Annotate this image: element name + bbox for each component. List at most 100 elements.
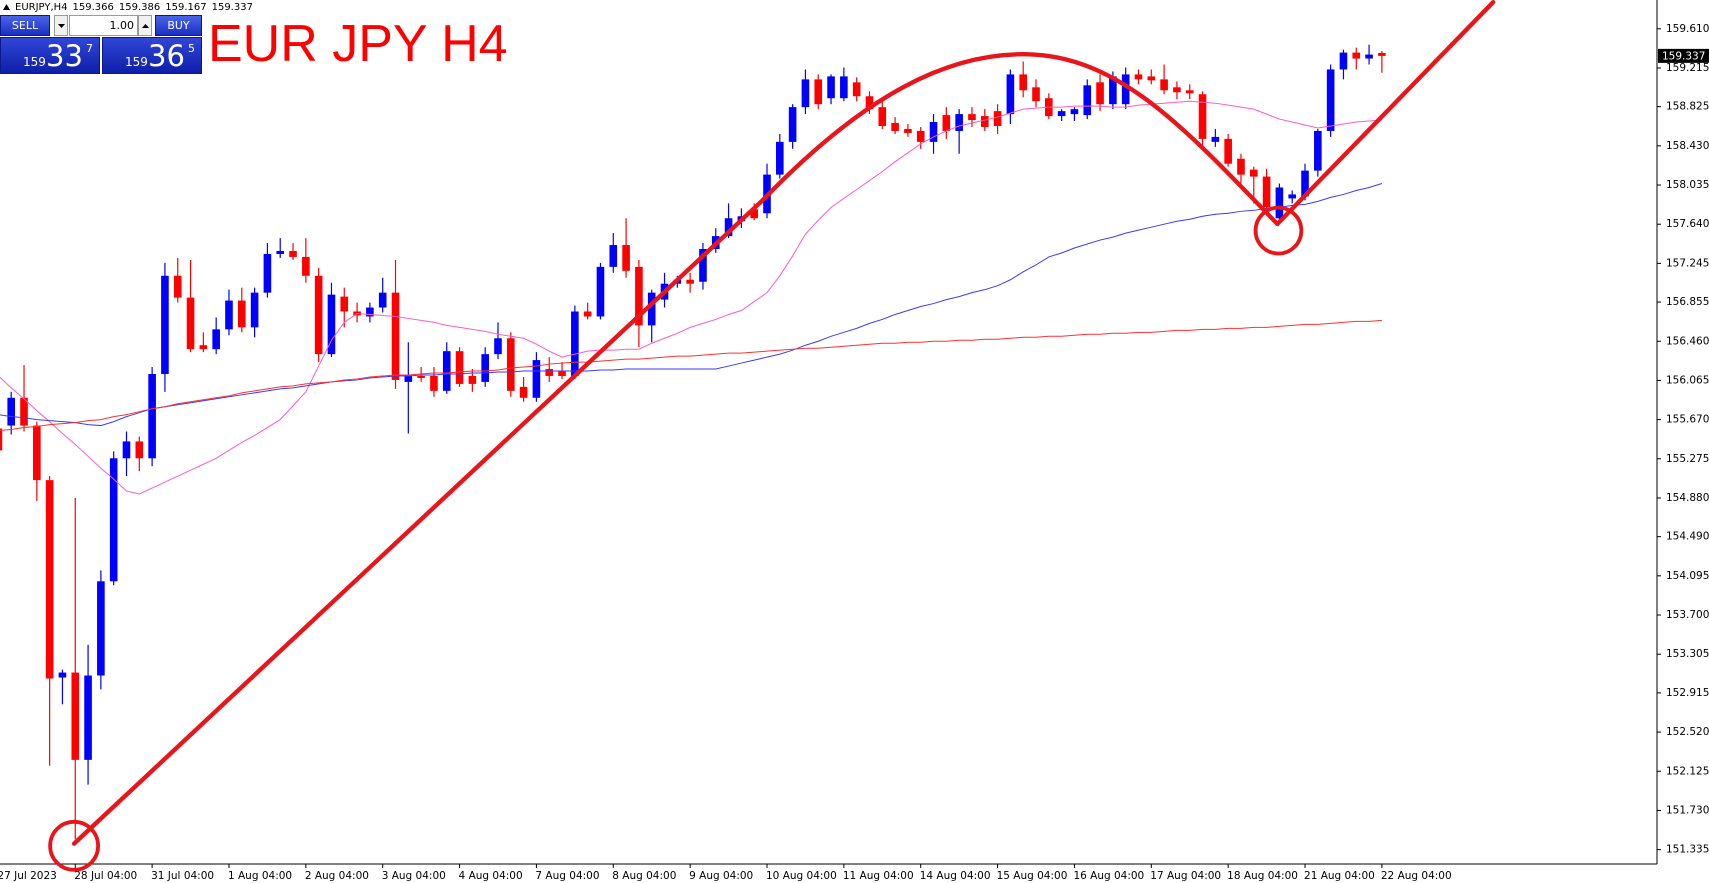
candle-body <box>199 345 208 350</box>
ask-pips: 36 <box>148 39 185 73</box>
candle-body <box>1198 94 1207 139</box>
x-tick-label: 28 Jul 04:00 <box>74 870 137 882</box>
y-tick-label: 152.520 <box>1666 726 1709 738</box>
candle-body <box>1006 74 1015 115</box>
current-price-label: 159.337 <box>1662 50 1705 62</box>
candle-body <box>955 114 963 131</box>
x-tick-label: 16 Aug 04:00 <box>1073 870 1144 882</box>
candle-body <box>1173 87 1181 93</box>
x-tick-label: 18 Aug 04:00 <box>1227 870 1298 882</box>
x-tick-label: 2 Aug 04:00 <box>305 870 369 882</box>
lot-size[interactable]: 1.00 <box>69 15 138 36</box>
candle-body <box>276 250 285 254</box>
candle-body <box>302 256 310 276</box>
candle-body <box>417 375 425 378</box>
candle-body <box>865 96 874 110</box>
y-tick-label: 158.430 <box>1666 140 1709 152</box>
candle-body <box>916 130 925 142</box>
candle-body <box>97 581 105 676</box>
candle-body <box>993 111 1002 126</box>
candle-body <box>109 458 118 582</box>
candle-body <box>378 292 387 308</box>
candle-body <box>1096 82 1104 105</box>
candle-body <box>1275 187 1284 219</box>
collapse-icon[interactable] <box>3 4 10 10</box>
candle-body <box>1237 158 1245 175</box>
y-tick-label: 156.460 <box>1666 335 1709 347</box>
buy-button[interactable]: BUY <box>155 15 202 36</box>
candle-body <box>250 292 259 328</box>
lot-increase[interactable] <box>138 15 152 36</box>
candle-body <box>1185 90 1194 94</box>
y-tick-label: 158.035 <box>1666 179 1709 191</box>
x-tick-label: 17 Aug 04:00 <box>1150 870 1221 882</box>
candle-body <box>686 279 694 284</box>
candle-body <box>225 300 233 330</box>
current-price-box <box>1658 48 1709 63</box>
candle-body <box>635 266 643 326</box>
y-tick-label: 152.915 <box>1666 687 1709 699</box>
candle-body <box>327 294 336 355</box>
candle-body <box>481 354 489 382</box>
candle-body <box>558 371 566 376</box>
candle-body <box>545 369 554 376</box>
y-tick-label: 152.125 <box>1666 765 1709 777</box>
x-tick-label: 11 Aug 04:00 <box>843 870 914 882</box>
y-tick-label: 155.275 <box>1666 453 1709 465</box>
candle-body <box>1019 74 1027 91</box>
candle-body <box>1378 52 1386 56</box>
candle-body <box>1301 170 1309 197</box>
candle-body <box>366 307 374 317</box>
candle-body <box>571 311 579 376</box>
y-tick-label: 154.095 <box>1666 570 1709 582</box>
candle-body <box>148 373 156 459</box>
candle-body <box>929 122 938 142</box>
x-tick-label: 31 Jul 04:00 <box>151 870 214 882</box>
candle-body <box>1147 76 1156 81</box>
candle-body <box>788 107 797 142</box>
candle-body <box>442 351 451 391</box>
candle-body <box>135 441 144 459</box>
sell-button[interactable]: SELL <box>0 15 50 36</box>
candle-body <box>852 82 861 97</box>
candle-body <box>237 300 246 328</box>
candle-body <box>1249 169 1258 177</box>
candle-body <box>1083 85 1092 116</box>
lot-decrease[interactable] <box>54 15 68 36</box>
candle-body <box>583 311 592 317</box>
candle-body <box>840 76 848 99</box>
y-tick-label: 154.490 <box>1666 531 1709 543</box>
x-tick-label: 27 Jul 2023 <box>0 870 57 882</box>
candle-body <box>724 218 733 237</box>
y-tick-label: 157.245 <box>1666 257 1709 269</box>
ask-price[interactable]: 159 36 5 <box>102 37 202 74</box>
candle-body <box>596 266 605 317</box>
candle-body <box>507 338 515 391</box>
candle-body <box>1057 111 1066 117</box>
candle-body <box>1365 54 1373 59</box>
y-tick-label: 159.215 <box>1666 62 1709 74</box>
hand-drawn-annotations <box>48 0 1496 872</box>
candle-body <box>391 292 400 380</box>
candle-body <box>7 397 16 426</box>
candle-body <box>58 672 67 678</box>
moving-average <box>0 100 1382 495</box>
highlight-circle <box>48 819 100 872</box>
candle-body <box>1339 52 1348 70</box>
candle-body <box>263 253 272 293</box>
last-low: 159.167 <box>165 1 207 13</box>
candle-body <box>430 375 438 391</box>
y-tick-label: 157.640 <box>1666 218 1709 230</box>
x-tick-label: 9 Aug 04:00 <box>689 870 753 882</box>
candle-body <box>71 672 80 760</box>
bid-point: 7 <box>86 42 93 55</box>
candle-body <box>289 250 297 257</box>
bid-price[interactable]: 159 33 7 <box>0 37 100 74</box>
candle-body <box>340 296 349 312</box>
x-tick-label: 14 Aug 04:00 <box>920 870 991 882</box>
y-tick-label: 158.825 <box>1666 101 1709 113</box>
candle-body <box>609 245 618 267</box>
x-tick-label: 10 Aug 04:00 <box>766 870 837 882</box>
